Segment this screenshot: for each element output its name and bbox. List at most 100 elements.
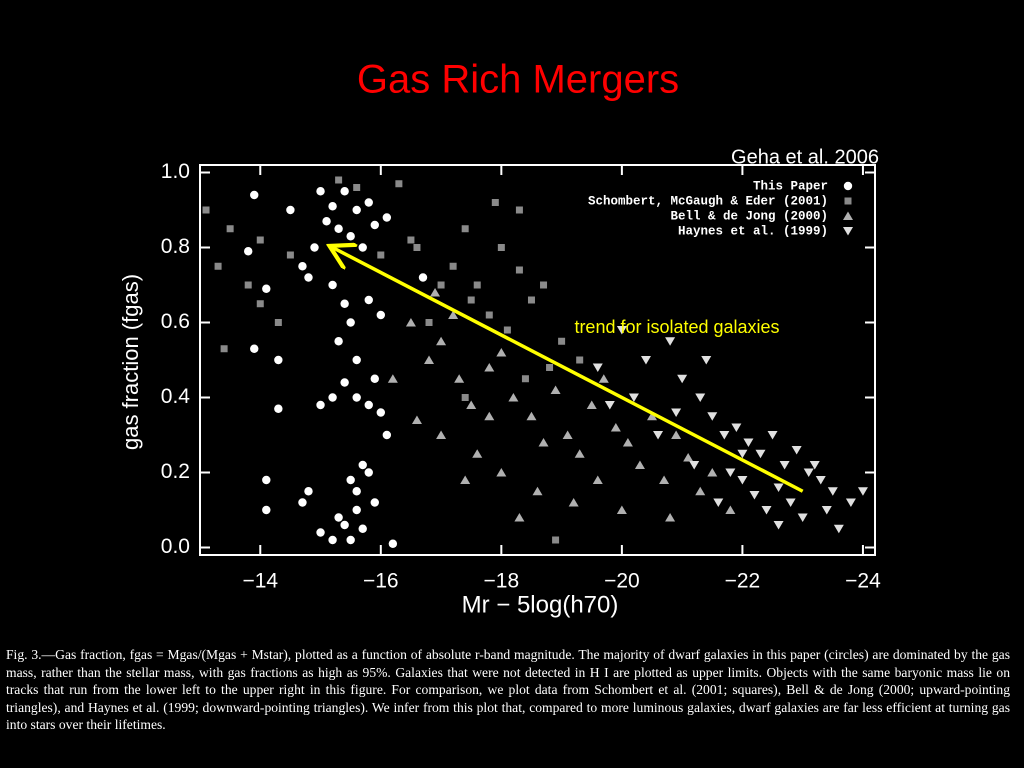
point [202, 206, 210, 214]
point [546, 364, 554, 371]
point [484, 411, 495, 421]
point [358, 460, 367, 470]
legend-label: Haynes et al. (1999) [678, 224, 828, 238]
point [785, 498, 796, 507]
x-tick-label: −22 [725, 570, 761, 593]
point [538, 438, 549, 447]
point [695, 486, 706, 496]
point [353, 184, 361, 191]
point [791, 446, 802, 455]
point [472, 449, 483, 458]
point [743, 438, 754, 447]
y-tick-label: 0.0 [161, 535, 190, 558]
point [461, 394, 469, 401]
chart: Gas Rich Mergers Geha et al. 2006 Mr − 5… [118, 58, 881, 619]
point [665, 513, 676, 522]
point [491, 199, 499, 206]
point [821, 506, 832, 515]
point [833, 524, 844, 534]
point [719, 431, 730, 440]
point [310, 243, 319, 252]
point [552, 536, 560, 544]
point [558, 337, 566, 345]
point [616, 505, 627, 514]
point [250, 190, 259, 200]
point [610, 423, 621, 432]
point [773, 483, 784, 492]
point [334, 513, 343, 522]
point [256, 300, 264, 308]
point [418, 273, 428, 282]
point [568, 498, 579, 507]
point [671, 408, 682, 417]
point [725, 505, 736, 514]
point [448, 310, 459, 319]
point [514, 513, 525, 522]
point [411, 415, 422, 424]
y-tick-label: 0.6 [161, 310, 190, 333]
point [496, 468, 507, 477]
point [316, 400, 325, 410]
point [407, 236, 415, 244]
point [382, 430, 392, 440]
legend-marker [843, 227, 853, 236]
y-axis-label: gas fraction (fgas) [118, 274, 143, 450]
point [460, 475, 471, 484]
point [640, 356, 651, 365]
legend-marker [843, 181, 853, 191]
point [214, 262, 222, 270]
legend-label: Schombert, McGaugh & Eder (2001) [588, 194, 828, 208]
point [352, 355, 361, 365]
point [436, 430, 447, 439]
point [515, 206, 523, 214]
point [659, 475, 670, 484]
point [304, 273, 313, 282]
point [767, 431, 778, 440]
point [244, 247, 253, 256]
legend-label: Bell & de Jong (2000) [670, 209, 828, 223]
point [377, 251, 385, 259]
trend-arrow [333, 248, 804, 493]
point [779, 461, 790, 470]
x-tick-label: −20 [604, 570, 640, 593]
point [256, 236, 264, 244]
point [731, 423, 742, 432]
point [395, 180, 403, 188]
point [286, 205, 295, 215]
point [437, 281, 445, 289]
point [358, 524, 367, 533]
point [592, 475, 603, 484]
point [695, 393, 706, 402]
point [304, 487, 313, 496]
point [773, 521, 784, 530]
point [358, 243, 367, 252]
point [598, 374, 609, 383]
y-tick-label: 0.2 [161, 460, 190, 483]
point [647, 411, 658, 421]
point [430, 288, 441, 297]
point [707, 412, 718, 421]
point [376, 408, 386, 417]
point [467, 296, 475, 304]
point [616, 326, 627, 335]
point [352, 487, 361, 496]
point [592, 363, 603, 372]
point [515, 266, 523, 274]
point [473, 281, 481, 289]
point [484, 363, 495, 372]
point [827, 487, 838, 496]
point [405, 318, 416, 327]
point [737, 449, 748, 459]
point [485, 311, 493, 319]
y-tick-label: 1.0 [161, 160, 190, 183]
point [497, 244, 505, 251]
point [328, 535, 337, 545]
point [526, 411, 537, 421]
point [527, 296, 535, 304]
point [316, 528, 325, 537]
point [454, 374, 465, 383]
point [328, 202, 337, 211]
point [346, 232, 355, 241]
point [803, 468, 814, 477]
point [653, 431, 664, 440]
